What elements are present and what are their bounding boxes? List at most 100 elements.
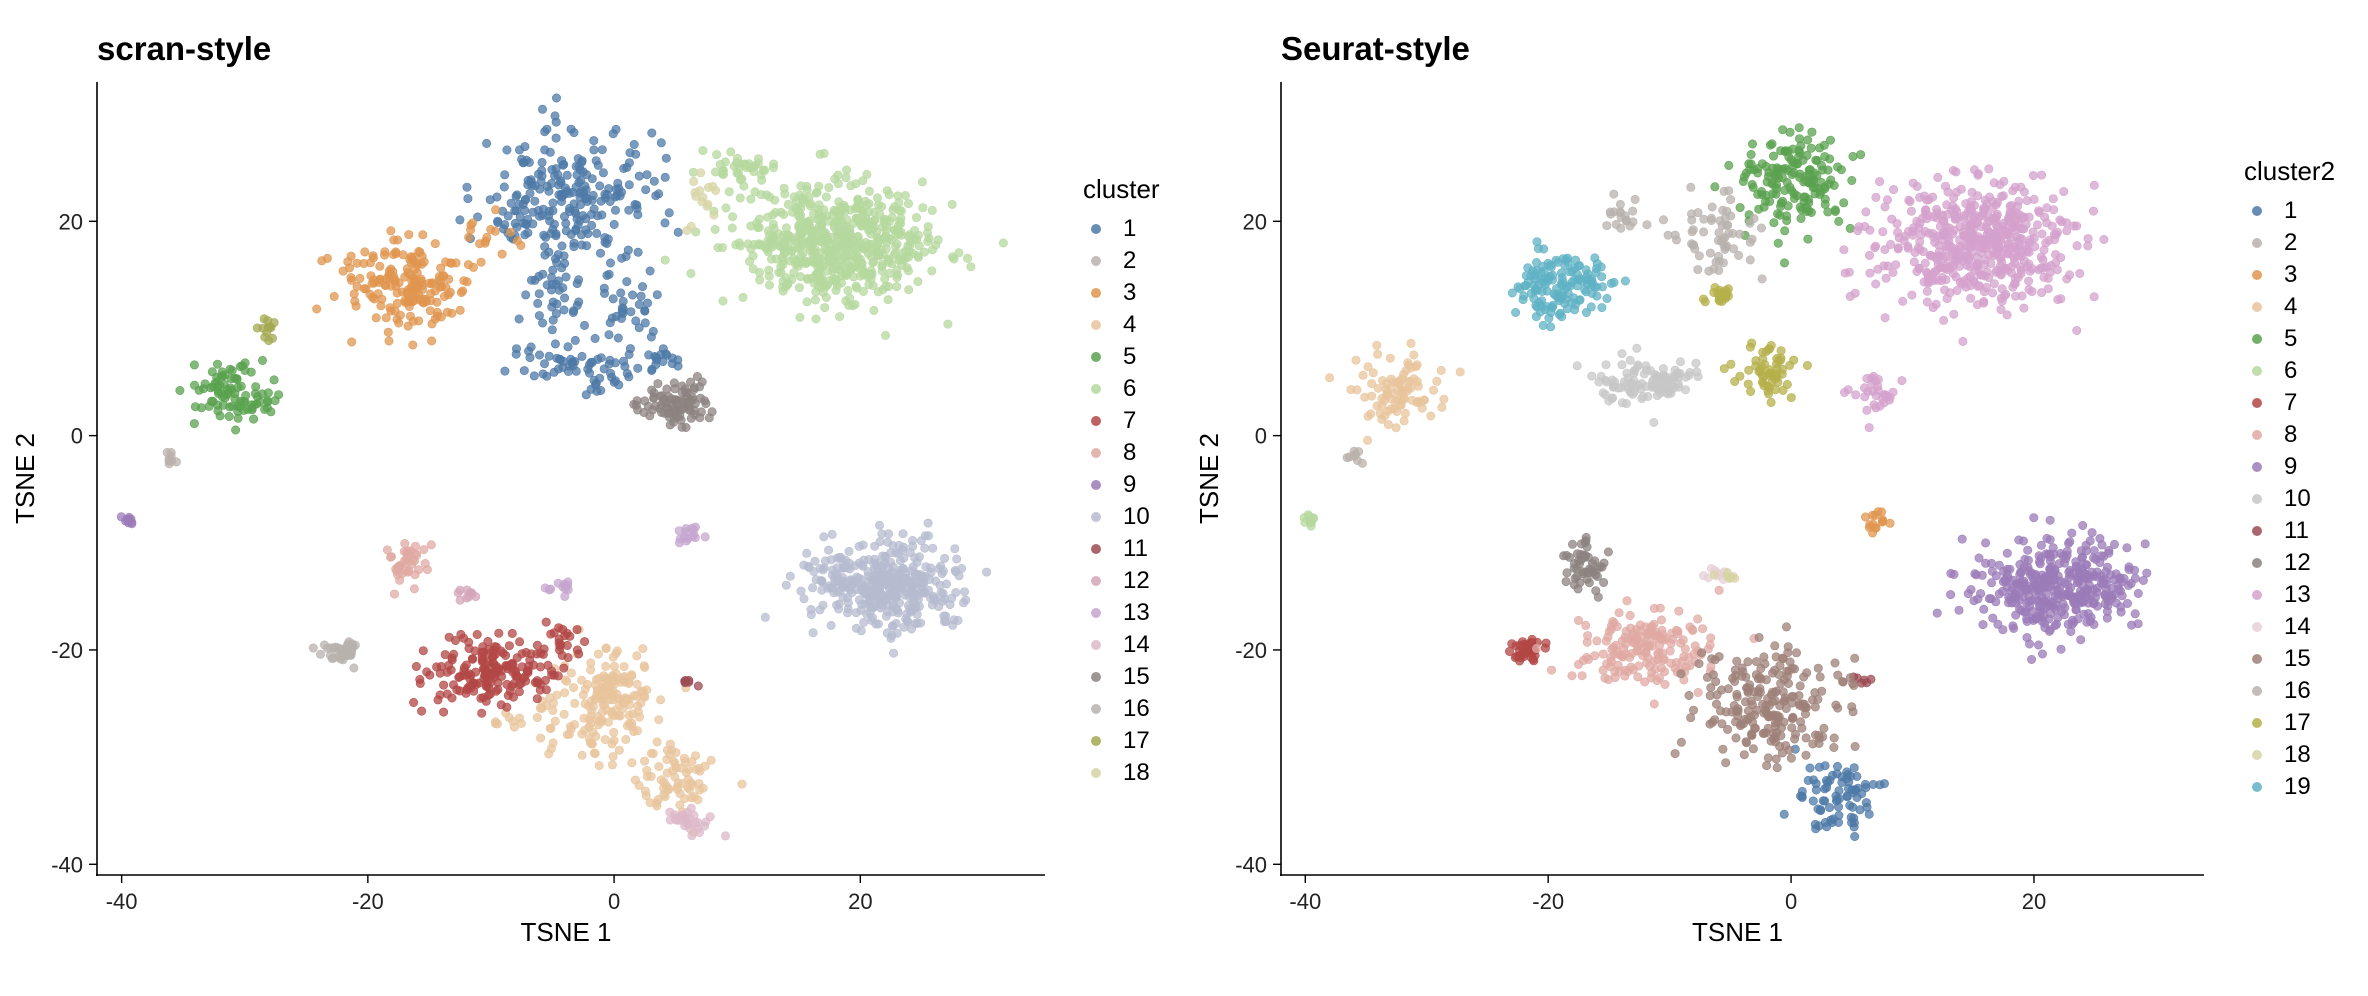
point bbox=[1727, 707, 1737, 717]
point bbox=[738, 292, 748, 302]
point bbox=[322, 253, 332, 263]
point bbox=[515, 212, 525, 222]
point bbox=[601, 643, 611, 653]
point bbox=[482, 232, 492, 242]
point bbox=[1753, 168, 1763, 178]
point bbox=[1532, 302, 1542, 312]
point bbox=[521, 676, 531, 686]
point bbox=[873, 251, 883, 261]
point bbox=[1951, 167, 1961, 177]
point bbox=[1616, 223, 1626, 233]
point bbox=[940, 594, 950, 604]
point bbox=[624, 710, 634, 720]
point bbox=[1980, 243, 1990, 253]
point bbox=[1783, 146, 1793, 156]
legend-label: 14 bbox=[1123, 631, 1150, 658]
point bbox=[392, 562, 402, 572]
point bbox=[1754, 632, 1764, 642]
point bbox=[949, 615, 959, 625]
point bbox=[2036, 553, 2046, 563]
point bbox=[500, 220, 510, 230]
point bbox=[511, 191, 521, 201]
point bbox=[456, 287, 466, 297]
point bbox=[1724, 160, 1734, 170]
point bbox=[1779, 809, 1789, 819]
point bbox=[605, 258, 615, 268]
point bbox=[1397, 374, 1407, 384]
point bbox=[519, 158, 529, 168]
point bbox=[1383, 420, 1393, 430]
point bbox=[1915, 218, 1925, 228]
point bbox=[1726, 359, 1736, 369]
point bbox=[927, 266, 937, 276]
point bbox=[892, 581, 902, 591]
point bbox=[908, 541, 918, 551]
point bbox=[672, 784, 682, 794]
point bbox=[1645, 661, 1655, 671]
point bbox=[220, 393, 230, 403]
point bbox=[525, 353, 535, 363]
point bbox=[553, 276, 563, 286]
point bbox=[1850, 653, 1860, 663]
point bbox=[560, 258, 570, 268]
point bbox=[572, 214, 582, 224]
point bbox=[1801, 207, 1811, 217]
point bbox=[382, 545, 392, 555]
point bbox=[632, 396, 642, 406]
point bbox=[1744, 365, 1754, 375]
point bbox=[2081, 546, 2091, 556]
point bbox=[1583, 275, 1593, 285]
point bbox=[1711, 677, 1721, 687]
point bbox=[898, 545, 908, 555]
point bbox=[2048, 194, 2058, 204]
point bbox=[2037, 649, 2047, 659]
point bbox=[346, 649, 356, 659]
point bbox=[1746, 696, 1756, 706]
point bbox=[327, 654, 337, 664]
point bbox=[1880, 313, 1890, 323]
point bbox=[1769, 218, 1779, 228]
point bbox=[838, 225, 848, 235]
point bbox=[559, 663, 569, 673]
x-tick-label: -20 bbox=[352, 889, 384, 914]
point bbox=[1845, 223, 1855, 233]
point bbox=[622, 277, 632, 287]
point bbox=[559, 305, 569, 315]
point bbox=[1974, 553, 1984, 563]
point bbox=[509, 722, 519, 732]
point bbox=[599, 288, 609, 298]
legend-key bbox=[1091, 704, 1101, 714]
point bbox=[596, 353, 606, 363]
point bbox=[1705, 248, 1715, 258]
point bbox=[910, 618, 920, 628]
point bbox=[831, 285, 841, 295]
point bbox=[1658, 375, 1668, 385]
point bbox=[1363, 435, 1373, 445]
point bbox=[919, 247, 929, 257]
point bbox=[502, 702, 512, 712]
point bbox=[1854, 222, 1864, 232]
point bbox=[868, 585, 878, 595]
point bbox=[1698, 624, 1708, 634]
point bbox=[414, 247, 424, 257]
point bbox=[1914, 263, 1924, 273]
point bbox=[2003, 249, 2013, 259]
point bbox=[1656, 384, 1666, 394]
legend-item: 18 bbox=[1083, 757, 1160, 789]
point bbox=[451, 258, 461, 268]
point bbox=[697, 377, 707, 387]
point bbox=[2023, 545, 2033, 555]
point bbox=[2078, 520, 2088, 530]
point bbox=[529, 371, 539, 381]
point bbox=[538, 649, 548, 659]
point bbox=[586, 209, 596, 219]
point bbox=[1676, 669, 1686, 679]
point bbox=[444, 274, 454, 284]
point bbox=[2016, 568, 2026, 578]
point bbox=[2011, 208, 2021, 218]
point bbox=[594, 716, 604, 726]
point bbox=[958, 598, 968, 608]
point bbox=[1772, 763, 1782, 773]
point bbox=[1676, 737, 1686, 747]
point bbox=[664, 412, 674, 422]
